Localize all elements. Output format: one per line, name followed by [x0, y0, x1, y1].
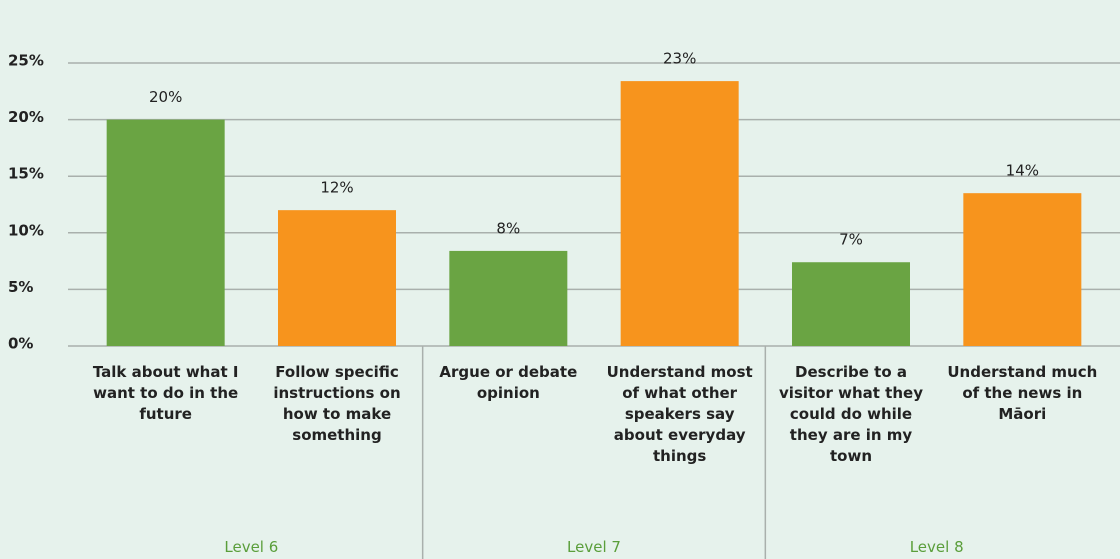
value-label: 23%: [663, 50, 696, 68]
y-tick-label: 0%: [8, 335, 33, 353]
x-tick-label: Understand most of what other speakers s…: [606, 363, 753, 465]
group-label: Level 7: [567, 538, 621, 556]
value-label: 8%: [496, 219, 520, 237]
x-tick-label: Follow specific instructions on how to m…: [273, 363, 401, 444]
bar: [963, 193, 1082, 346]
y-tick-label: 25%: [8, 52, 44, 70]
y-tick-label: 15%: [8, 165, 44, 183]
value-label: 12%: [320, 179, 353, 197]
bar: [106, 119, 225, 346]
bar: [792, 262, 910, 346]
value-label: 14%: [1006, 162, 1039, 180]
bar: [620, 81, 739, 346]
x-tick-label: Talk about what I want to do in the futu…: [92, 363, 239, 423]
bar: [278, 210, 396, 346]
group-label: Level 6: [224, 538, 279, 556]
group-label: Level 8: [909, 538, 964, 556]
value-label: 7%: [839, 231, 863, 249]
x-tick-label: Describe to a visitor what they could do…: [779, 363, 923, 465]
y-tick-label: 20%: [8, 108, 44, 126]
y-tick-label: 5%: [8, 278, 33, 296]
x-tick-label: Understand much of the news in Māori: [947, 363, 1098, 423]
value-label: 20%: [149, 88, 182, 106]
bar: [449, 250, 568, 346]
x-tick-label: Argue or debate opinion: [439, 363, 578, 402]
y-tick-label: 10%: [8, 221, 44, 239]
